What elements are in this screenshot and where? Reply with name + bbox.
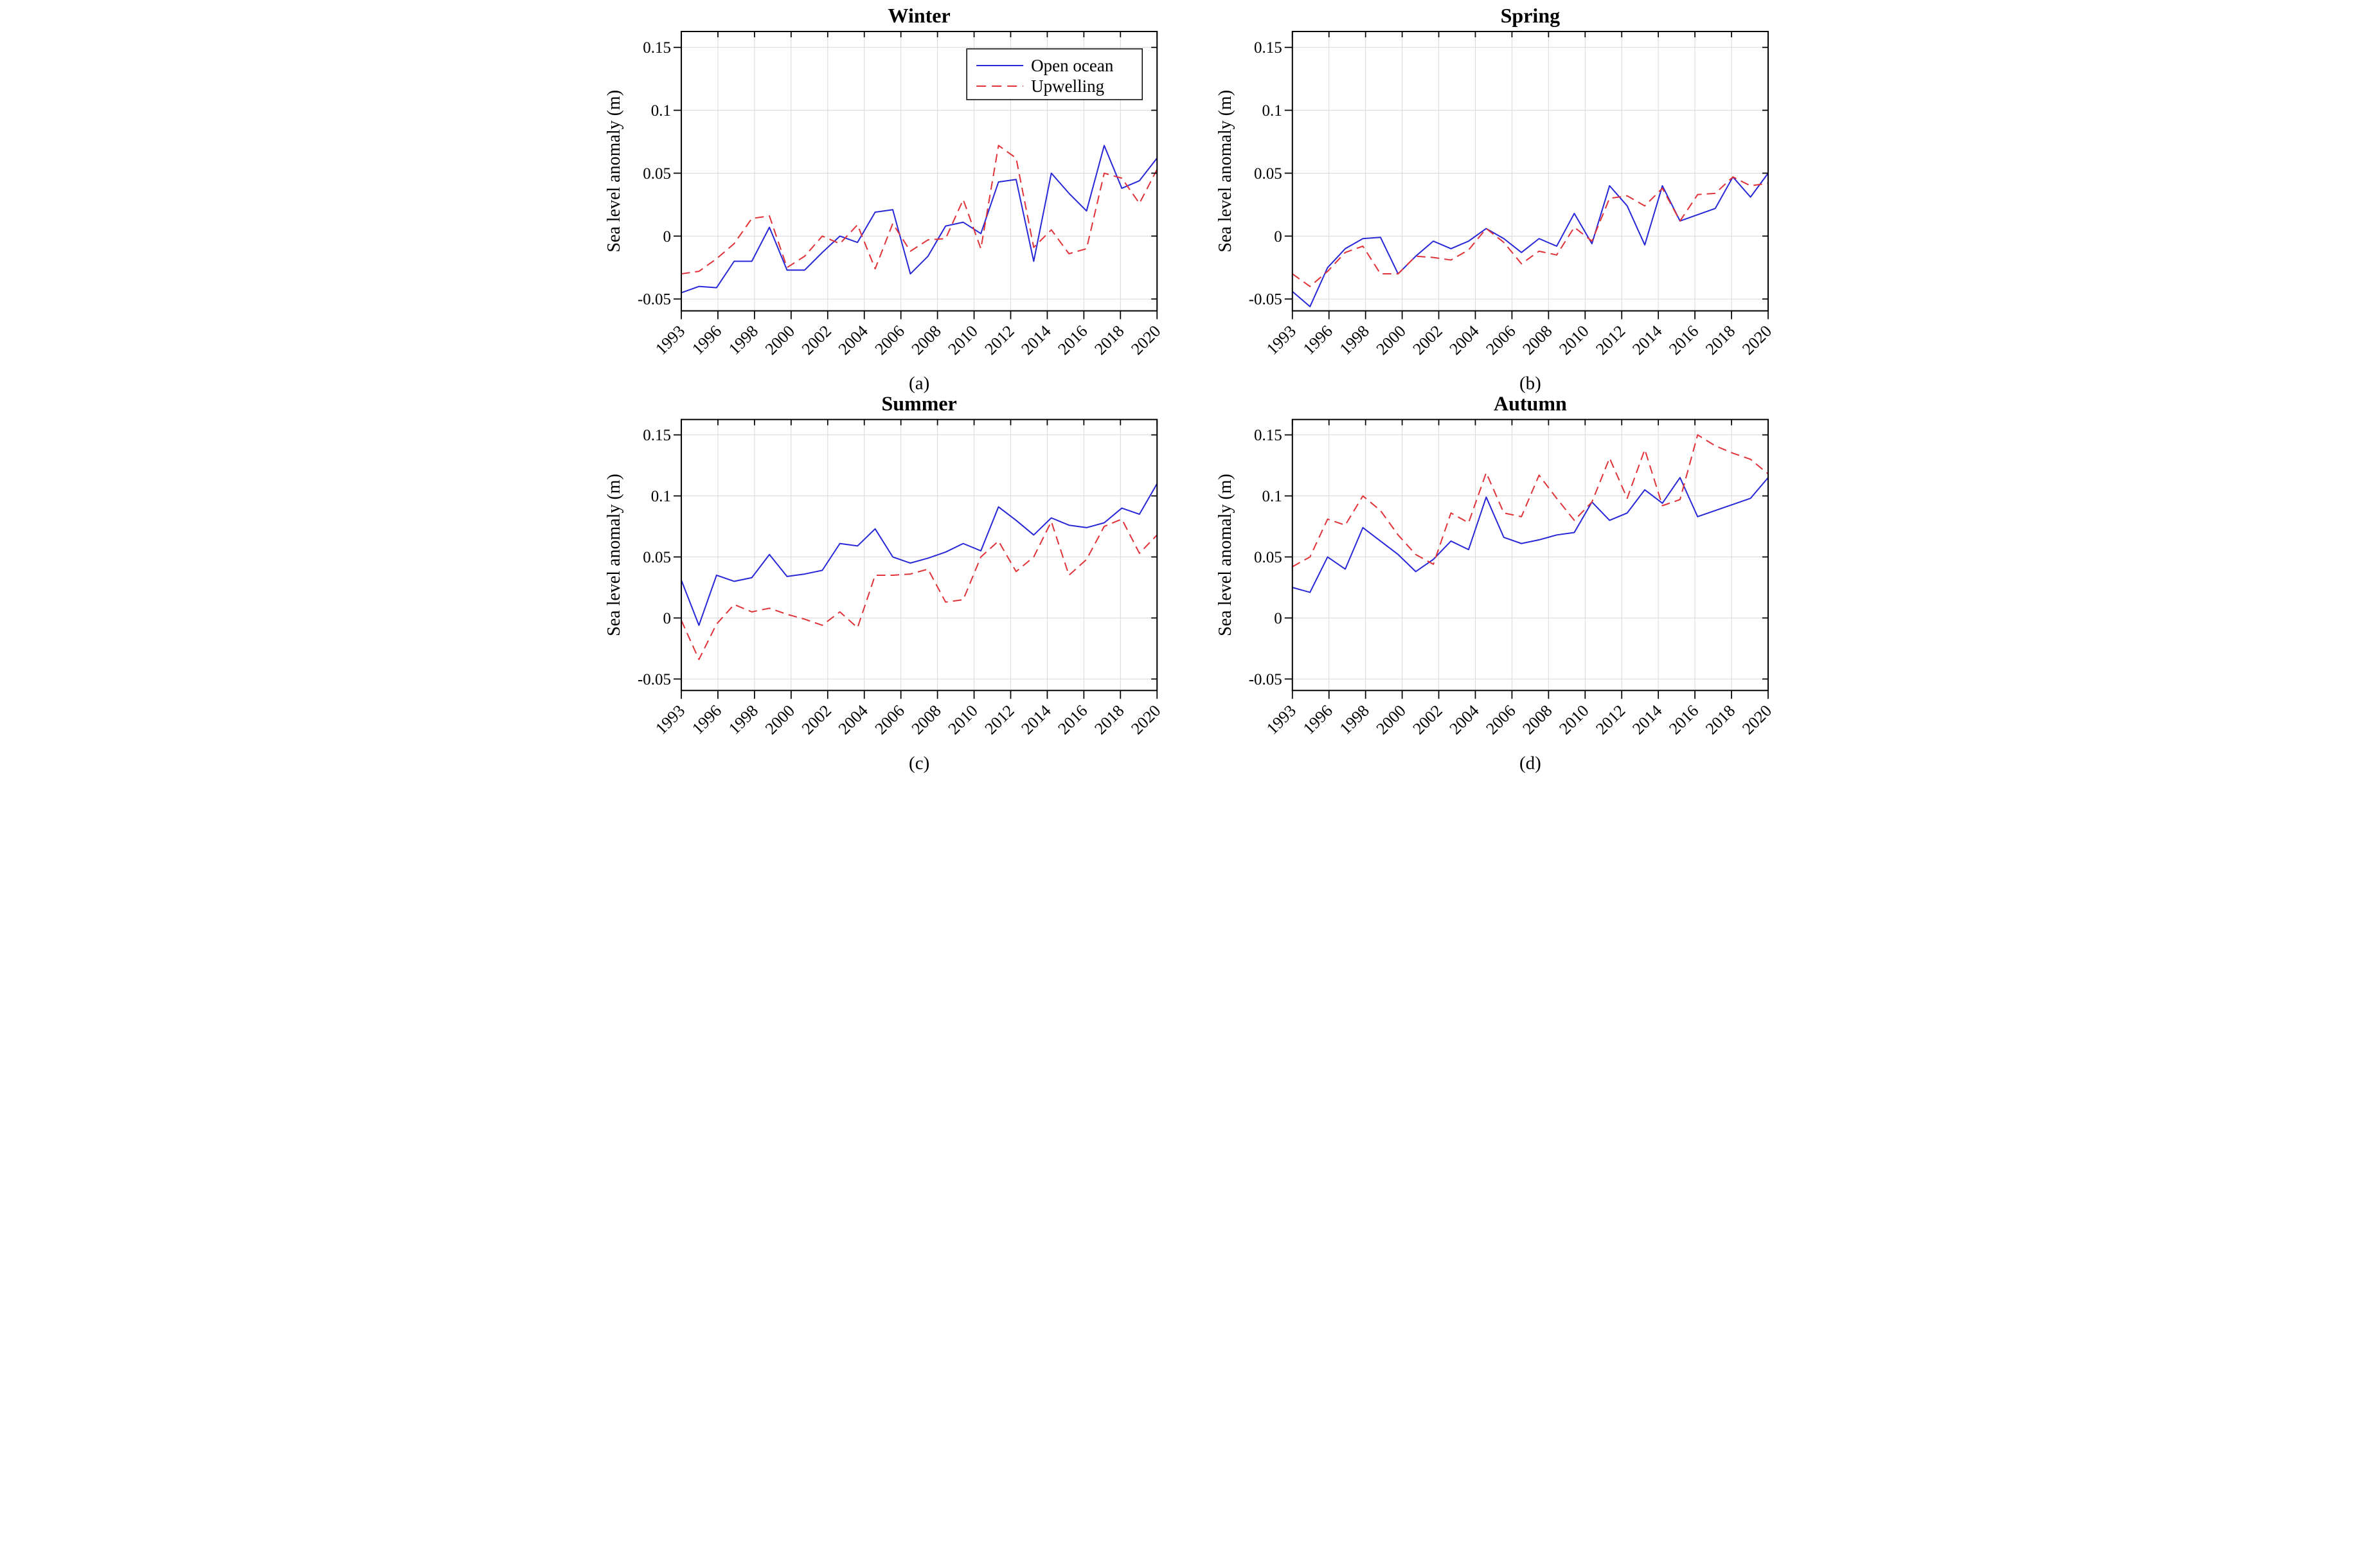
y-tick-label: 0.1 bbox=[650, 488, 670, 505]
axis-border bbox=[680, 418, 1158, 692]
series-line-open-ocean bbox=[680, 483, 1158, 626]
y-axis-label: Sea level anomaly (m) bbox=[1215, 474, 1235, 636]
panel-sublabel: (c) bbox=[909, 753, 929, 773]
y-axis-label: Sea level anomaly (m) bbox=[604, 474, 624, 636]
y-axis-label: Sea level anomaly (m) bbox=[604, 90, 624, 253]
y-tick-label: 0.15 bbox=[1254, 427, 1282, 444]
figure-background bbox=[595, 0, 1785, 780]
axis-border bbox=[1291, 418, 1769, 692]
series-line-open-ocean bbox=[1292, 477, 1769, 593]
series-line-open-ocean bbox=[1291, 172, 1769, 307]
y-axis-label: Sea level anomaly (m) bbox=[1215, 90, 1235, 253]
panel-sublabel: (d) bbox=[1519, 753, 1541, 773]
axis-border bbox=[1291, 31, 1769, 312]
y-tick-label: 0 bbox=[663, 610, 671, 627]
series-line-open-ocean bbox=[681, 145, 1158, 294]
panel-title: Spring bbox=[1500, 4, 1559, 27]
series-line-upwelling bbox=[1291, 176, 1768, 287]
seasonal-sea-level-anomaly-figure: 0.15 0.1 0.05 0 -0.05 1993 1996 1998 2000 2002 200… bbox=[595, 0, 1785, 780]
panel-sublabel: (a) bbox=[909, 373, 929, 394]
y-tick-label: -0.05 bbox=[637, 291, 670, 309]
y-tick-label: 0.05 bbox=[1254, 165, 1282, 183]
y-tick-label: 0 bbox=[1274, 228, 1282, 246]
y-tick-label: 0 bbox=[1274, 610, 1282, 627]
y-tick-label: 0.05 bbox=[643, 549, 671, 566]
legend-label-upwelling: Upwelling bbox=[1031, 76, 1104, 96]
y-tick-label: 0.15 bbox=[643, 427, 671, 444]
y-tick-label: 0.1 bbox=[1262, 488, 1282, 505]
y-tick-label: 0.1 bbox=[1262, 102, 1282, 120]
y-tick-label: 0 bbox=[663, 228, 671, 246]
series-line-upwelling bbox=[680, 518, 1158, 661]
y-tick-label: -0.05 bbox=[637, 671, 670, 688]
y-tick-label: 0.05 bbox=[643, 165, 671, 183]
y-tick-label: 0.1 bbox=[650, 102, 670, 120]
panel-title: Autumn bbox=[1493, 392, 1566, 415]
axis-border bbox=[680, 31, 1158, 312]
y-tick-label: -0.05 bbox=[1248, 291, 1282, 309]
panel-title: Summer bbox=[881, 392, 956, 415]
panel-title: Winter bbox=[888, 4, 950, 27]
series-line-upwelling bbox=[681, 145, 1158, 275]
y-tick-label: 0.05 bbox=[1254, 549, 1282, 566]
y-tick-label: 0.15 bbox=[643, 39, 671, 57]
series-line-upwelling bbox=[1291, 434, 1769, 568]
y-tick-label: -0.05 bbox=[1248, 671, 1282, 688]
y-tick-label: 0.15 bbox=[1254, 39, 1282, 57]
legend-box bbox=[965, 48, 1143, 100]
panel-sublabel: (b) bbox=[1519, 373, 1541, 394]
legend-label-open-ocean: Open ocean bbox=[1031, 56, 1114, 75]
